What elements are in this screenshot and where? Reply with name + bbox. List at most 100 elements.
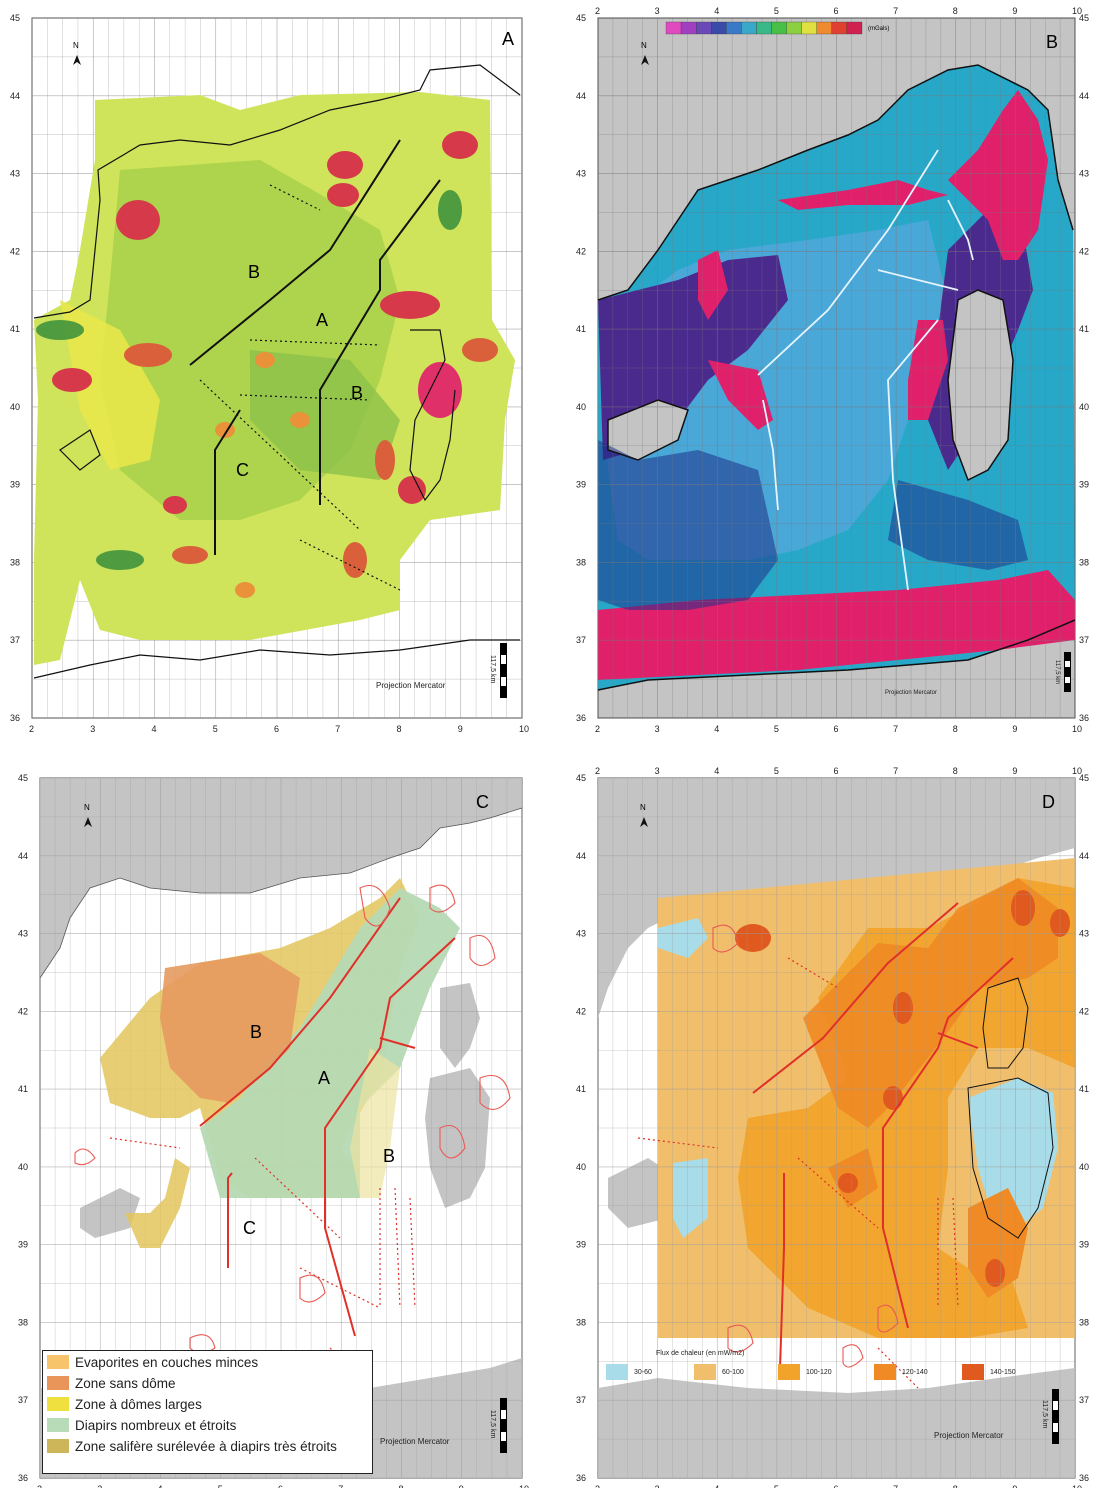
scale-bar — [500, 643, 507, 698]
legend-item: Zone à dômes larges — [47, 1394, 372, 1414]
projection-label: Projection Mercator — [885, 690, 938, 696]
panel-d-grid — [597, 777, 1076, 1479]
lat-tick-label: 45 — [1079, 13, 1089, 23]
panel-a-dotted-faults — [199, 184, 401, 591]
panel-b-colorbar — [665, 21, 863, 35]
heat-flow-swatch — [962, 1364, 984, 1380]
lon-tick-label: 10 — [519, 1484, 529, 1488]
lon-tick-label: 3 — [655, 766, 660, 776]
lat-tick-label: 43 — [576, 929, 586, 939]
lon-tick-label: 3 — [655, 6, 660, 16]
lat-tick-label: 44 — [1079, 851, 1089, 861]
lon-tick-label: 9 — [1012, 6, 1017, 16]
lon-tick-label: 7 — [338, 1484, 343, 1488]
lon-tick-label: 4 — [714, 1484, 719, 1488]
lat-tick-label: 39 — [1079, 480, 1089, 490]
lat-tick-label: 44 — [10, 91, 20, 101]
panel-d-letter: D — [1042, 792, 1055, 812]
scale-label: 117,5 km — [1054, 660, 1060, 685]
zone-label: B — [248, 262, 260, 282]
lon-tick-label: 4 — [714, 724, 719, 734]
heat-flow-item: 60-100 — [694, 1364, 744, 1380]
lat-tick-label: 44 — [576, 851, 586, 861]
legend-item: Zone sans dôme — [47, 1373, 372, 1393]
lat-tick-label: 45 — [18, 773, 28, 783]
panel-d-coastline — [967, 977, 1054, 1239]
colorbar-swatch — [786, 21, 802, 35]
lat-tick-label: 39 — [576, 480, 586, 490]
lat-tick-label: 42 — [1079, 246, 1089, 256]
north-arrow-icon — [640, 817, 648, 827]
lat-tick-label: 41 — [10, 324, 20, 334]
lat-tick-label: 40 — [1079, 1162, 1089, 1172]
lat-tick-label: 45 — [10, 13, 20, 23]
heat-flow-swatch — [606, 1364, 628, 1380]
lon-tick-label: 2 — [29, 724, 34, 734]
lon-tick-label: 8 — [953, 766, 958, 776]
zone-label: B — [383, 1146, 395, 1166]
panel-d-faults — [752, 902, 1014, 1369]
lat-tick-label: 40 — [576, 402, 586, 412]
zone-label: B — [351, 383, 363, 403]
scale-label: 117,5 km — [1041, 1400, 1048, 1429]
lon-tick-label: 9 — [459, 1484, 464, 1488]
lat-tick-label: 37 — [1079, 635, 1089, 645]
projection-label: Projection Mercator — [934, 1431, 1004, 1440]
heat-flow-swatch — [694, 1364, 716, 1380]
lat-tick-label: 41 — [1079, 324, 1089, 334]
lon-tick-label: 2 — [595, 6, 600, 16]
lat-tick-label: 41 — [1079, 1084, 1089, 1094]
lat-tick-label: 43 — [576, 169, 586, 179]
legend-item: Zone salifère surélevée à diapirs très é… — [47, 1436, 372, 1456]
lat-tick-label: 40 — [1079, 402, 1089, 412]
panel-c-faults — [199, 897, 456, 1337]
lon-tick-label: 2 — [37, 1484, 42, 1488]
legend-label: Zone sans dôme — [75, 1375, 176, 1391]
colorbar-swatch — [771, 21, 787, 35]
lon-tick-label: 6 — [834, 6, 839, 16]
heat-flow-item: 140-150 — [962, 1364, 1016, 1380]
lon-tick-label: 7 — [893, 724, 898, 734]
lat-tick-label: 38 — [1079, 1317, 1089, 1327]
panel-a-faults — [189, 139, 441, 555]
lat-tick-label: 38 — [10, 557, 20, 567]
legend-swatch — [47, 1418, 69, 1432]
lon-tick-label: 3 — [655, 1484, 660, 1488]
lat-tick-label: 42 — [576, 246, 586, 256]
legend-swatch — [47, 1397, 69, 1411]
panel-d-diapir-outlines — [712, 924, 899, 1368]
zone-label: A — [318, 1068, 330, 1088]
lon-tick-label: 8 — [953, 6, 958, 16]
lat-tick-label: 43 — [18, 929, 28, 939]
lon-tick-label: 10 — [1072, 6, 1082, 16]
lon-tick-label: 7 — [335, 724, 340, 734]
panel-a-letter: A — [502, 29, 514, 49]
panel-b-coastline — [597, 64, 1076, 691]
scale-label: 117,5 km — [489, 655, 496, 684]
lat-tick-label: 40 — [576, 1162, 586, 1172]
lon-tick-label: 4 — [158, 1484, 163, 1488]
colorbar-swatch — [816, 21, 832, 35]
lon-tick-label: 8 — [397, 724, 402, 734]
panel-a: A B A B C N 2 3 4 5 6 7 8 9 10 45 44 43 42 41 40 39 38 37… — [0, 0, 548, 740]
lon-tick-label: 5 — [774, 1484, 779, 1488]
heat-flow-title: Flux de chaleur (en mW/m2) — [656, 1350, 745, 1357]
lon-tick-label: 3 — [97, 1484, 102, 1488]
lon-tick-label: 8 — [953, 1484, 958, 1488]
colorbar-swatch — [831, 21, 848, 35]
scale-bar — [1064, 652, 1071, 692]
lon-tick-label: 10 — [1072, 724, 1082, 734]
lon-tick-label: 7 — [893, 1484, 898, 1488]
legend-c: Evaporites en couches minces Zone sans d… — [42, 1350, 373, 1474]
zone-label: C — [243, 1218, 256, 1238]
lon-tick-label: 5 — [213, 724, 218, 734]
lat-tick-label: 42 — [1079, 1006, 1089, 1016]
lat-tick-label: 41 — [576, 1084, 586, 1094]
lat-tick-label: 40 — [10, 402, 20, 412]
colorbar-swatch — [846, 21, 863, 35]
north-label: N — [73, 41, 79, 50]
legend-label: Evaporites en couches minces — [75, 1354, 259, 1370]
colorbar-swatch — [756, 21, 772, 35]
scale-bar — [1052, 1389, 1059, 1444]
